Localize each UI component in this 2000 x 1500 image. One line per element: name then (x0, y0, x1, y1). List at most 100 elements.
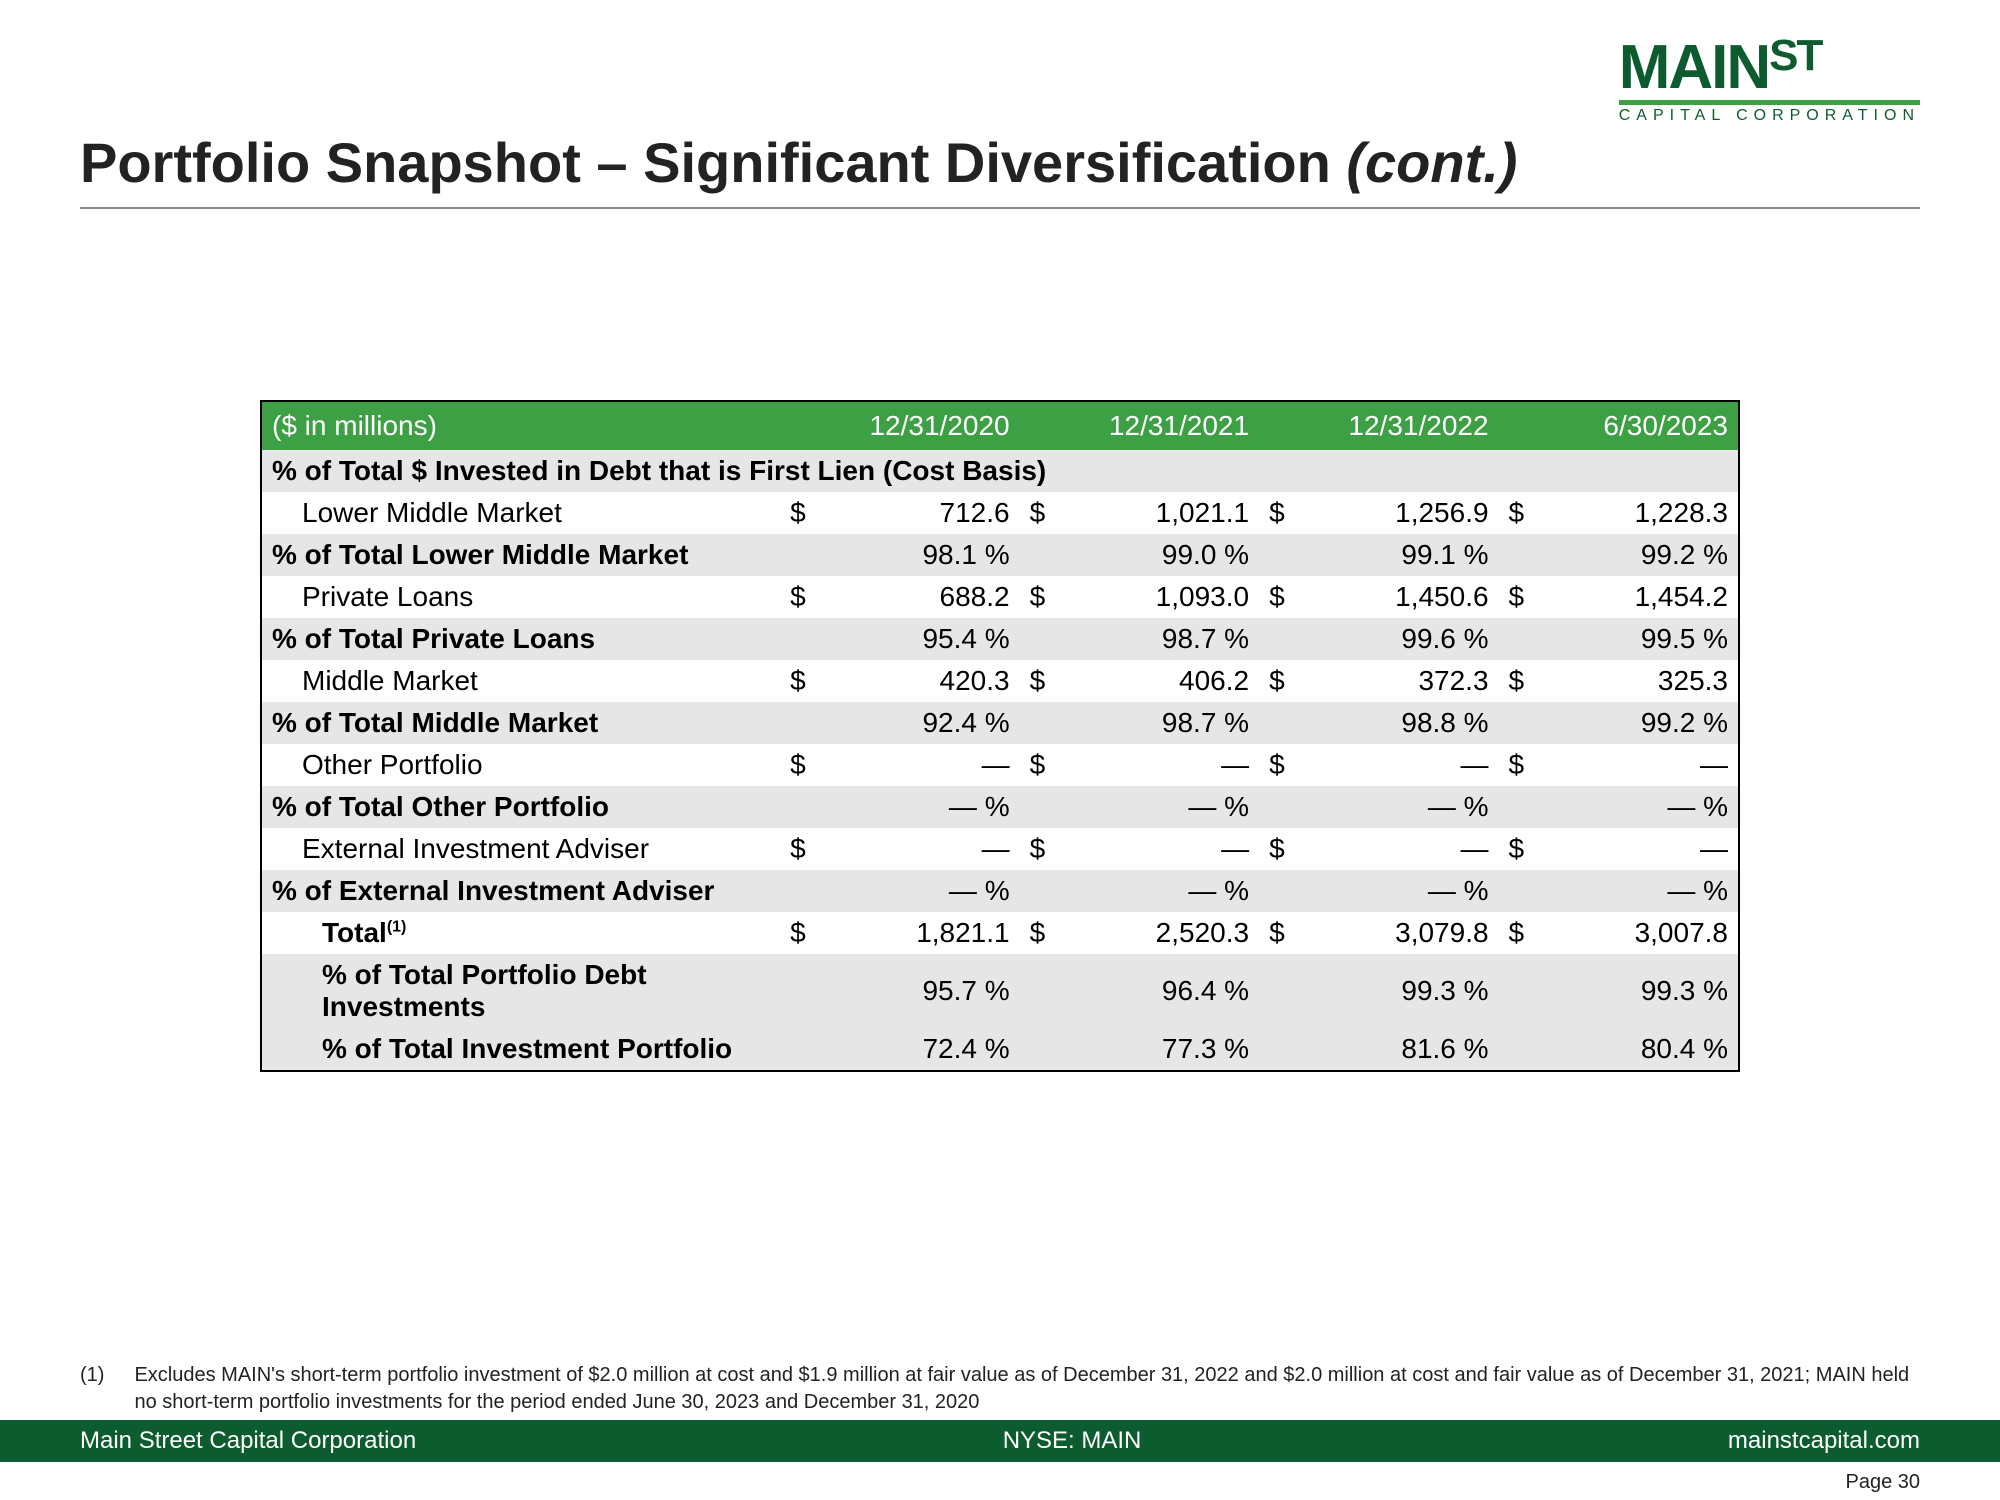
currency-symbol (1259, 786, 1299, 828)
cell-value: 1,228.3 (1538, 492, 1738, 534)
row-label: External Investment Adviser (262, 828, 780, 870)
table-row: % of Total Other Portfolio— %— %— %— % (262, 786, 1738, 828)
currency-symbol: $ (1020, 660, 1060, 702)
cell-value: 1,821.1 (820, 912, 1020, 954)
currency-symbol (1499, 534, 1539, 576)
cell-value: 99.2 % (1538, 702, 1738, 744)
table-body: % of Total $ Invested in Debt that is Fi… (262, 450, 1738, 1070)
row-label: % of Total Other Portfolio (262, 786, 780, 828)
cell-value: 99.3 % (1538, 954, 1738, 1028)
currency-symbol (1259, 954, 1299, 1028)
table-row: % of Total Middle Market92.4 %98.7 %98.8… (262, 702, 1738, 744)
header-units: ($ in millions) (262, 402, 780, 450)
cell-value: 2,520.3 (1060, 912, 1260, 954)
cell-value: — (1538, 744, 1738, 786)
currency-symbol: $ (1020, 576, 1060, 618)
title-main: Portfolio Snapshot – Significant Diversi… (80, 131, 1346, 194)
row-label: % of Total Middle Market (262, 702, 780, 744)
cell-value: — (1299, 828, 1499, 870)
currency-symbol: $ (1020, 828, 1060, 870)
row-label: Total(1) (262, 912, 780, 954)
currency-symbol: $ (1499, 492, 1539, 534)
currency-symbol: $ (1499, 660, 1539, 702)
header-date-1: 12/31/2021 (1020, 402, 1259, 450)
currency-symbol: $ (780, 828, 820, 870)
cell-value: — (1538, 828, 1738, 870)
row-label: % of Total Private Loans (262, 618, 780, 660)
currency-symbol: $ (1259, 660, 1299, 702)
cell-value: — % (820, 870, 1020, 912)
cell-value: 99.6 % (1299, 618, 1499, 660)
footnote-text: Excludes MAIN's short-term portfolio inv… (134, 1362, 1920, 1416)
currency-symbol: $ (1259, 576, 1299, 618)
table-row: % of Total Portfolio Debt Investments 95.… (262, 954, 1738, 1028)
brand-logo: MAINST CAPITAL CORPORATION (1619, 40, 1920, 125)
currency-symbol (1259, 534, 1299, 576)
currency-symbol (780, 786, 820, 828)
cell-value: 98.8 % (1299, 702, 1499, 744)
cell-value: 99.2 % (1538, 534, 1738, 576)
table-row: Total(1)$1,821.1$2,520.3$3,079.8$3,007.8 (262, 912, 1738, 954)
cell-value: 712.6 (820, 492, 1020, 534)
currency-symbol (1499, 870, 1539, 912)
footnote-number: (1) (80, 1362, 104, 1416)
row-label: % of Total Portfolio Debt Investments (262, 954, 780, 1028)
cell-value: 80.4 % (1538, 1028, 1738, 1070)
table-row: % of Total Private Loans 95.4 % 98.7 % 99.6… (262, 618, 1738, 660)
currency-symbol (1020, 1028, 1060, 1070)
currency-symbol (1499, 954, 1539, 1028)
table-header: ($ in millions) 12/31/2020 12/31/2021 12… (262, 402, 1738, 450)
currency-symbol: $ (780, 744, 820, 786)
cell-value: 99.5 % (1538, 618, 1738, 660)
cell-value: 1,454.2 (1538, 576, 1738, 618)
portfolio-table: ($ in millions) 12/31/2020 12/31/2021 12… (260, 400, 1740, 1072)
footnote: (1) Excludes MAIN's short-term portfolio… (80, 1362, 1920, 1416)
row-label: Private Loans (262, 576, 780, 618)
cell-value: 95.4 % (820, 618, 1020, 660)
currency-symbol (780, 534, 820, 576)
cell-value: 3,079.8 (1299, 912, 1499, 954)
cell-value: — % (1060, 870, 1260, 912)
title-cont: (cont.) (1346, 131, 1517, 194)
currency-symbol (1020, 954, 1060, 1028)
cell-value: 688.2 (820, 576, 1020, 618)
cell-value: 1,021.1 (1060, 492, 1260, 534)
cell-value: 72.4 % (820, 1028, 1020, 1070)
cell-value: — % (1538, 786, 1738, 828)
cell-value: 77.3 % (1060, 1028, 1260, 1070)
header-date-2: 12/31/2022 (1259, 402, 1498, 450)
cell-value: — (1060, 744, 1260, 786)
cell-value: 92.4 % (820, 702, 1020, 744)
logo-tagline: CAPITAL CORPORATION (1619, 107, 1920, 125)
cell-value: — % (1538, 870, 1738, 912)
cell-value: 3,007.8 (1538, 912, 1738, 954)
table-row: Middle Market$420.3$406.2$372.3$325.3 (262, 660, 1738, 702)
section-header-row: % of Total $ Invested in Debt that is Fi… (262, 450, 1738, 492)
currency-symbol (1259, 870, 1299, 912)
table-row: Private Loans$688.2$1,093.0$1,450.6$1,45… (262, 576, 1738, 618)
cell-value: 1,256.9 (1299, 492, 1499, 534)
cell-value: 1,093.0 (1060, 576, 1260, 618)
currency-symbol: $ (1020, 744, 1060, 786)
cell-value: 99.0 % (1060, 534, 1260, 576)
currency-symbol: $ (1259, 828, 1299, 870)
row-label: Middle Market (262, 660, 780, 702)
cell-value: 96.4 % (1060, 954, 1260, 1028)
currency-symbol: $ (780, 576, 820, 618)
cell-value: 1,450.6 (1299, 576, 1499, 618)
table-row: % of Total Investment Portfolio72.4 %77.… (262, 1028, 1738, 1070)
currency-symbol (1499, 702, 1539, 744)
currency-symbol: $ (1259, 492, 1299, 534)
cell-value: 406.2 (1060, 660, 1260, 702)
currency-symbol (1020, 870, 1060, 912)
currency-symbol (1499, 786, 1539, 828)
cell-value: — % (1299, 870, 1499, 912)
section-header-label: % of Total $ Invested in Debt that is Fi… (262, 450, 1738, 492)
cell-value: — (820, 744, 1020, 786)
cell-value: 95.7 % (820, 954, 1020, 1028)
cell-value: 98.7 % (1060, 618, 1260, 660)
currency-symbol: $ (1499, 744, 1539, 786)
header-date-3: 6/30/2023 (1499, 402, 1738, 450)
cell-value: 99.3 % (1299, 954, 1499, 1028)
footer-bar: Main Street Capital Corporation NYSE: MA… (0, 1420, 2000, 1462)
